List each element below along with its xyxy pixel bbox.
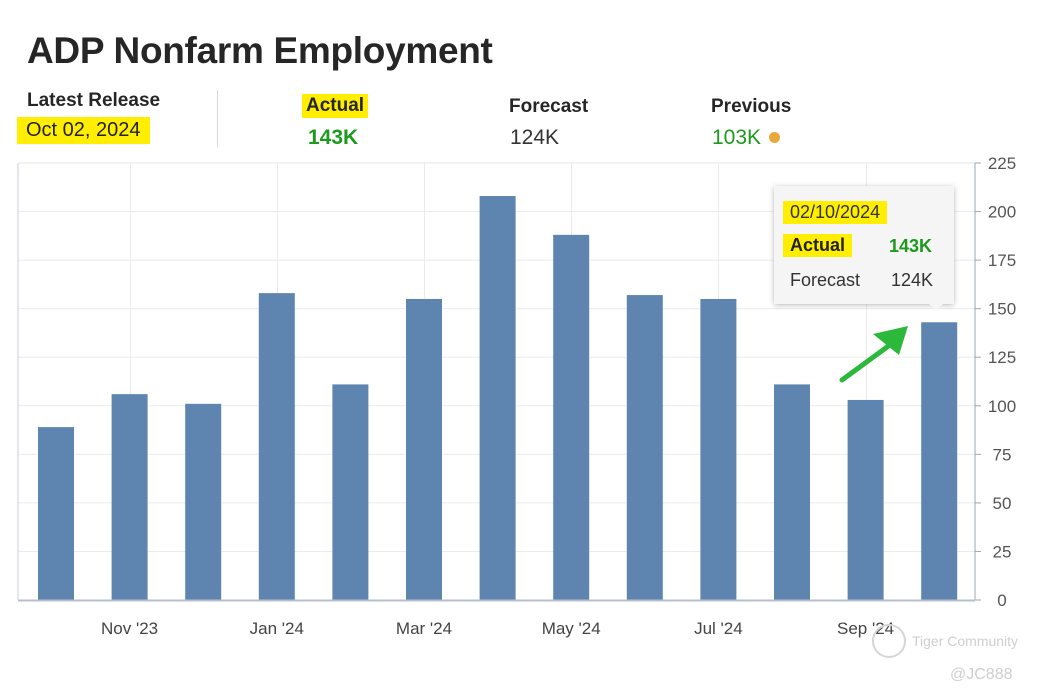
previous-value-wrap: 103K <box>712 126 781 150</box>
tooltip-forecast-label: Forecast <box>790 270 861 290</box>
annotation-arrow-head <box>873 326 908 355</box>
bar-11 <box>774 384 810 600</box>
latest-release-label: Latest Release <box>27 90 161 111</box>
bar-5 <box>332 384 369 600</box>
x-tick-label: May '24 <box>542 619 601 638</box>
tooltip-actual-label: Actual <box>783 234 853 257</box>
x-tick-label: Mar '24 <box>396 619 452 638</box>
watermark-handle: @JC888 <box>950 666 1013 683</box>
y-tick-label: 50 <box>993 494 1012 513</box>
watermark-brand: Tiger Community <box>912 633 1019 649</box>
header-divider <box>217 90 218 147</box>
x-tick-label: Jan '24 <box>250 619 304 638</box>
bar-8 <box>553 234 590 600</box>
y-tick-label: 100 <box>988 397 1016 416</box>
bar-12 <box>847 399 884 600</box>
axis-layer <box>17 162 981 602</box>
tooltip-actual-value: 143K <box>889 236 933 256</box>
bar-10 <box>700 298 737 600</box>
y-tick-label: 75 <box>993 445 1012 464</box>
bar-9 <box>626 295 663 600</box>
tooltip-date: 02/10/2024 <box>783 201 888 224</box>
bar-layer <box>38 196 958 601</box>
y-tick-label: 175 <box>988 251 1016 270</box>
tooltip-arrow <box>927 302 945 311</box>
tooltip: 02/10/2024 Actual 143K Forecast 124K <box>774 186 954 304</box>
bar-7 <box>479 196 516 601</box>
latest-release-date: Oct 02, 2024 <box>17 117 150 144</box>
bar-4 <box>258 293 295 600</box>
actual-label: Actual <box>302 94 369 118</box>
previous-label: Previous <box>711 96 792 117</box>
bar-3 <box>185 403 222 600</box>
y-tick-label: 200 <box>988 203 1016 222</box>
watermark-logo-icon <box>872 624 906 658</box>
x-tick-label: Nov '23 <box>101 619 158 638</box>
forecast-value: 124K <box>510 126 560 149</box>
y-tick-label: 125 <box>988 348 1016 367</box>
actual-value: 143K <box>308 126 359 149</box>
bar-1 <box>38 427 74 600</box>
bar-13 <box>921 322 958 600</box>
page-title: ADP Nonfarm Employment <box>27 30 493 71</box>
annotation-arrow <box>839 326 908 383</box>
previous-status-dot-icon <box>769 131 781 143</box>
tooltip-forecast-value: 124K <box>891 270 934 290</box>
y-tick-label: 0 <box>997 591 1006 610</box>
previous-value: 103K <box>712 126 762 149</box>
x-tick-label: Jul '24 <box>694 619 743 638</box>
label-layer: 0 25 50 75 100 125 150 175 200 225 Nov '23 Jan '24 M… <box>101 154 1016 638</box>
y-tick-label: 225 <box>988 154 1016 173</box>
forecast-label: Forecast <box>509 96 589 117</box>
bar-6 <box>406 298 442 600</box>
y-tick-label: 150 <box>988 300 1016 319</box>
y-tick-label: 25 <box>993 542 1012 561</box>
bar-2 <box>111 394 148 600</box>
